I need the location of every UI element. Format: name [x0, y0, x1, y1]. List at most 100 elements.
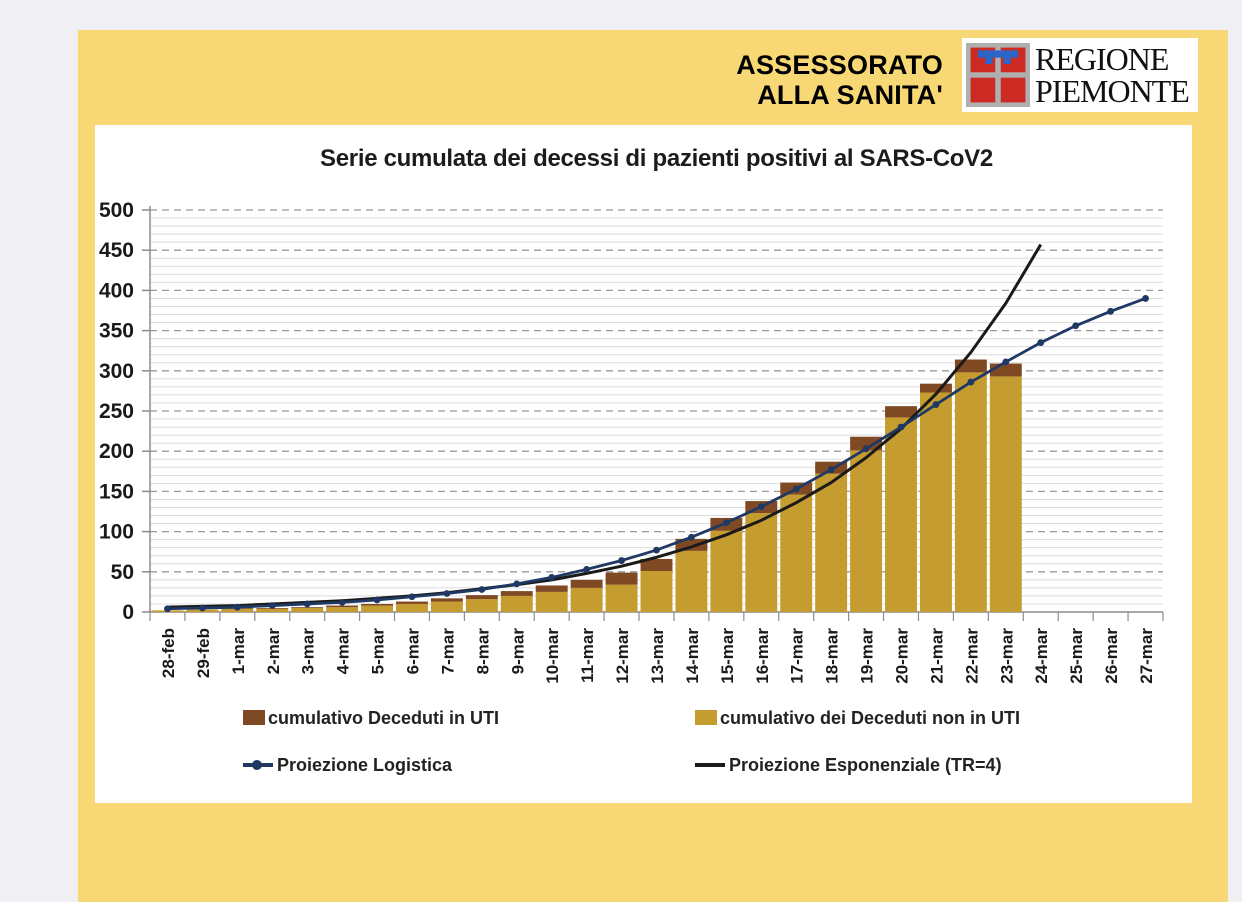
marker-27-mar	[1142, 295, 1149, 302]
x-label-23-mar: 23-mar	[997, 628, 1016, 684]
bar-uti-10-mar	[535, 585, 568, 592]
x-label-9-mar: 9-mar	[508, 628, 527, 675]
y-label-450: 450	[99, 239, 134, 262]
chart-svg: 0 50 100 150 200 250 300 350 400 450 500 28-feb 29-f…	[99, 199, 1164, 684]
marker-23-mar	[1002, 358, 1010, 366]
legend-swatch-non-uti	[695, 710, 717, 725]
bar-nonuti-19-mar	[850, 450, 883, 612]
legend-item-exponential: Proiezione Esponenziale (TR=4)	[695, 755, 1002, 776]
bar-nonuti-20-mar	[885, 417, 917, 612]
x-label-25-mar: 25-mar	[1067, 628, 1086, 684]
marker-17-mar	[792, 485, 800, 493]
bar-nonuti-16-mar	[745, 513, 778, 612]
piemonte-coat-of-arms-icon	[966, 43, 1030, 107]
y-label-150: 150	[99, 480, 134, 503]
x-label-15-mar: 15-mar	[718, 628, 737, 684]
bar-nonuti-14-mar	[675, 550, 708, 612]
x-label-21-mar: 21-mar	[927, 628, 946, 684]
logo-line1: REGIONE	[1035, 41, 1169, 77]
marker-25-mar	[1072, 322, 1080, 330]
x-label-24-mar: 24-mar	[1032, 628, 1051, 684]
bar-uti-3-mar	[291, 607, 324, 608]
x-label-3-mar: 3-mar	[299, 628, 318, 675]
marker-4-mar	[338, 598, 346, 606]
bar-uti-20-mar	[885, 406, 917, 418]
x-label-14-mar: 14-mar	[683, 628, 702, 684]
legend-swatch-uti	[243, 710, 265, 725]
bar-uti-8-mar	[465, 595, 498, 600]
bar-nonuti-13-mar	[640, 570, 673, 612]
legend-item-non-uti: cumulativo dei Deceduti non in UTI	[695, 708, 1020, 729]
marker-11-mar	[583, 565, 591, 573]
marker-28-feb	[164, 605, 171, 613]
legend-swatch-exponential	[695, 763, 725, 767]
marker-19-mar	[862, 445, 870, 453]
bar-nonuti-7-mar	[430, 601, 463, 612]
bar-uti-11-mar	[570, 579, 603, 588]
bar-nonuti-4-mar	[326, 607, 359, 612]
x-label-7-mar: 7-mar	[438, 628, 457, 675]
legend-label-logistic: Proiezione Logistica	[277, 755, 453, 775]
department-line1: ASSESSORATO	[736, 50, 943, 80]
x-label-5-mar: 5-mar	[369, 628, 388, 675]
marker-9-mar	[513, 580, 521, 588]
marker-21-mar	[932, 401, 940, 408]
y-label-0: 0	[122, 601, 134, 624]
bar-nonuti-6-mar	[396, 603, 428, 612]
marker-12-mar	[618, 557, 625, 564]
marker-20-mar	[897, 423, 905, 431]
bar-uti-5-mar	[361, 603, 394, 606]
logo-line2: PIEMONTE	[1035, 73, 1190, 109]
marker-15-mar	[722, 519, 730, 527]
y-label-50: 50	[111, 561, 134, 584]
y-label-300: 300	[99, 360, 134, 383]
chart-title: Serie cumulata dei decessi di pazienti p…	[320, 145, 993, 172]
x-label-27-mar: 27-mar	[1137, 628, 1156, 684]
legend-marker-dot	[252, 760, 262, 770]
bar-nonuti-9-mar	[500, 595, 533, 612]
x-label-11-mar: 11-mar	[578, 628, 597, 683]
marker-6-mar	[408, 593, 416, 601]
bar-nonuti-3-mar	[291, 607, 324, 612]
bar-uti-9-mar	[500, 591, 533, 596]
x-label-12-mar: 12-mar	[613, 628, 632, 684]
marker-29-feb	[198, 604, 206, 612]
marker-5-mar	[373, 596, 381, 604]
x-axis-labels: 28-feb 29-feb 1-mar 2-mar 3-mar 4-mar 5-mar 6-m…	[159, 628, 1156, 684]
bar-nonuti-22-mar	[954, 372, 987, 612]
x-label-28-feb: 28-feb	[159, 628, 178, 678]
marker-10-mar	[548, 574, 556, 581]
marker-18-mar	[827, 466, 835, 474]
marker-1-mar	[233, 603, 241, 611]
legend-item-logistic: Proiezione Logistica	[243, 755, 452, 776]
regione-piemonte-logo: REGIONE PIEMONTE	[962, 38, 1198, 112]
marker-26-mar	[1107, 307, 1115, 315]
bar-uti-6-mar	[396, 601, 428, 604]
exponential-line	[167, 243, 1043, 609]
x-label-1-mar: 1-mar	[229, 628, 248, 675]
y-label-100: 100	[99, 521, 134, 544]
bar-nonuti-5-mar	[361, 605, 394, 612]
y-label-350: 350	[99, 320, 134, 343]
x-label-19-mar: 19-mar	[858, 628, 877, 684]
bar-uti-4-mar	[326, 605, 359, 608]
marker-13-mar	[653, 546, 660, 554]
bar-uti-7-mar	[430, 598, 463, 602]
department-line2: ALLA SANITA'	[757, 80, 943, 111]
bar-nonuti-21-mar	[919, 392, 952, 612]
marker-24-mar	[1037, 339, 1045, 347]
marker-22-mar	[967, 378, 975, 386]
bar-nonuti-17-mar	[780, 494, 813, 612]
chart-panel: 0 50 100 150 200 250 300 350 400 450 500 28-feb 29-f…	[95, 125, 1192, 803]
y-axis-labels: 0 50 100 150 200 250 300 350 400 450 500	[99, 199, 134, 624]
x-label-13-mar: 13-mar	[648, 628, 667, 684]
marker-3-mar	[303, 600, 311, 608]
y-label-500: 500	[99, 199, 134, 222]
legend-label-exponential: Proiezione Esponenziale (TR=4)	[729, 755, 1002, 775]
x-label-2-mar: 2-mar	[264, 628, 283, 675]
x-label-22-mar: 22-mar	[962, 628, 981, 684]
marker-16-mar	[757, 503, 765, 511]
x-label-8-mar: 8-mar	[473, 628, 492, 675]
marker-2-mar	[268, 602, 276, 609]
x-label-16-mar: 16-mar	[753, 628, 772, 684]
